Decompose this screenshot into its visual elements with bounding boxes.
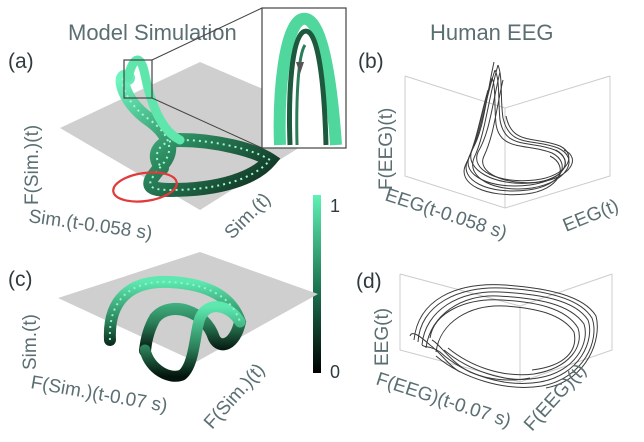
zoom-inset-tube-inner — [287, 28, 329, 146]
colorbar-gradient — [313, 195, 321, 373]
panel-a-y-axis-label: Sim.(t) — [221, 189, 275, 243]
panel-b-x-axis-label: EEG(t-0.058 s) — [382, 185, 509, 244]
colorbar-max-label: 1 — [330, 196, 340, 216]
panel-d-box — [399, 273, 613, 383]
zoom-inset-arrow-icon — [296, 62, 304, 74]
panel-c-y-axis-label: F(Sim.)(t) — [200, 360, 269, 434]
panel-b-z-axis-label: F(EEG)(t) — [376, 108, 397, 190]
panel-b-eeg-trajectories — [463, 61, 573, 196]
title-model-simulation: Model Simulation — [68, 20, 237, 45]
panel-c-label: (c) — [8, 268, 33, 291]
panel-d-label: (d) — [356, 270, 382, 293]
panel-d-eeg-trajectories — [409, 284, 598, 389]
panel-d-y-axis-label: F(EEG)(t) — [520, 360, 591, 435]
panel-c-z-axis-label: Sim.(t) — [20, 314, 41, 370]
panel-a-zoom-box — [123, 59, 153, 99]
colorbar: 1 0 — [313, 195, 340, 382]
panel-a-z-axis-label: F(Sim.)(t) — [22, 125, 43, 205]
title-human-eeg: Human EEG — [430, 20, 554, 45]
zoom-inset — [261, 7, 347, 149]
panel-a-label: (a) — [8, 50, 34, 73]
zoom-inset-tube-outer — [273, 12, 342, 146]
panel-c: (c) Sim.(t) F(Sim.)(t-0.07 s) F(Sim.)(t) — [8, 252, 318, 433]
panel-a-x-axis-label: Sim.(t-0.058 s) — [27, 206, 153, 244]
colorbar-min-label: 0 — [330, 362, 340, 382]
panel-d: (d) EEG(t) F(EEG)(t-0.07 s) F(EEG)(t) — [356, 270, 613, 435]
zoom-inset-strand — [295, 44, 307, 146]
panel-c-x-axis-label: F(Sim.)(t-0.07 s) — [29, 372, 169, 417]
panel-c-attractor-loop — [139, 301, 246, 382]
panel-b: (b) F(EEG)(t) EEG(t-0.058 s) EEG(t) — [358, 50, 622, 244]
zoom-line-bottom — [151, 97, 263, 149]
panel-b-y-axis-label: EEG(t) — [560, 195, 622, 236]
zoom-line-top — [151, 7, 263, 61]
panel-c-attractor-highlight — [108, 280, 241, 341]
panel-a-attractor-spike — [123, 55, 185, 145]
panel-b-label: (b) — [358, 50, 384, 73]
panel-d-x-axis-label: F(EEG)(t-0.07 s) — [373, 369, 513, 432]
highlight-ellipse — [112, 171, 178, 203]
panel-a-attractor-highlight — [121, 75, 272, 192]
panel-d-z-axis-label: EEG(t) — [372, 308, 393, 366]
